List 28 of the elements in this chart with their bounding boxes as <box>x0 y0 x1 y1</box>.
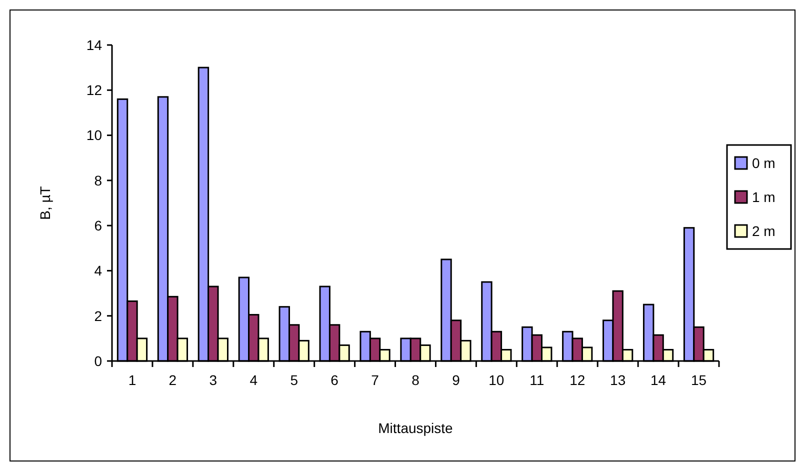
x-tick-label: 15 <box>690 372 707 388</box>
x-tick-label: 1 <box>128 372 136 388</box>
y-tick-label: 4 <box>94 262 102 279</box>
y-tick-label: 2 <box>94 308 102 324</box>
x-tick-label: 11 <box>530 372 544 388</box>
y-tick-label: 12 <box>86 82 102 98</box>
x-tick-label: 4 <box>250 372 258 388</box>
y-tick-label: 6 <box>94 217 102 234</box>
x-tick-label: 5 <box>290 372 298 388</box>
y-tick-label: 8 <box>94 172 102 188</box>
x-tick-label: 9 <box>452 372 460 388</box>
y-tick-label: 0 <box>94 352 102 369</box>
y-tick-label: 14 <box>86 36 102 53</box>
y-tick-label: 10 <box>86 127 102 144</box>
x-tick-label: 6 <box>330 372 339 388</box>
x-tick-label: 7 <box>371 372 380 388</box>
y-axis-title: B, µT <box>37 186 53 220</box>
legend-label: 1 m <box>752 188 776 205</box>
x-tick-label: 14 <box>650 372 666 388</box>
legend-label: 2 m <box>752 222 776 239</box>
x-tick-label: 10 <box>488 372 504 388</box>
x-tick-label: 3 <box>209 372 218 388</box>
x-tick-label: 12 <box>570 372 586 388</box>
legend-label: 0 m <box>752 154 776 171</box>
x-tick-label: 2 <box>168 372 177 388</box>
x-tick-label: 13 <box>610 372 626 388</box>
x-tick-label: 8 <box>412 372 420 388</box>
x-axis-title: Mittauspiste <box>378 420 454 436</box>
